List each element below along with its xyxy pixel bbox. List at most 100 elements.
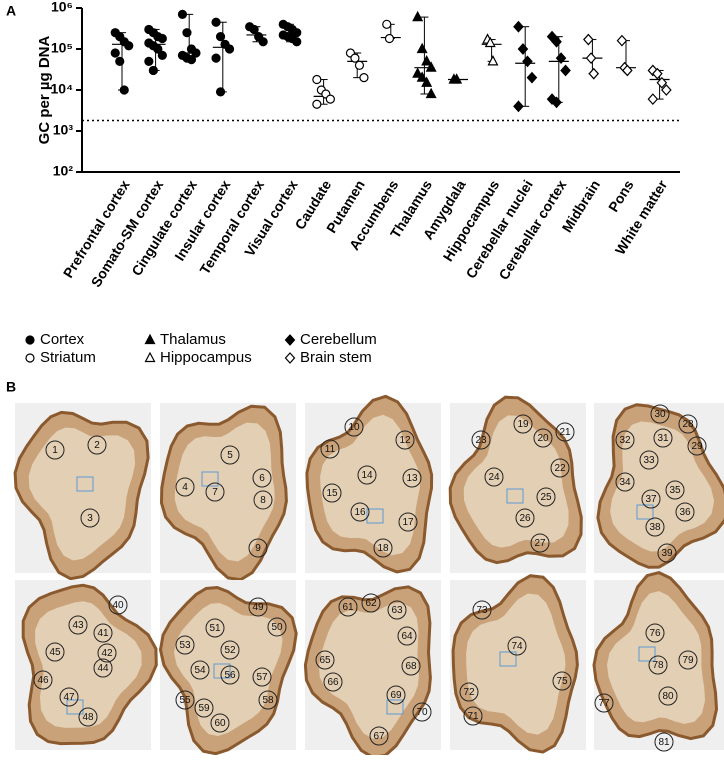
legend-marker bbox=[25, 353, 35, 363]
data-point bbox=[661, 84, 672, 96]
region-circle bbox=[536, 487, 556, 507]
data-point bbox=[551, 35, 562, 48]
data-point bbox=[451, 73, 463, 84]
region-label: 47 bbox=[63, 692, 75, 703]
sample-box bbox=[76, 476, 94, 492]
data-point bbox=[153, 44, 163, 54]
region-label: 3 bbox=[87, 513, 93, 524]
data-point bbox=[412, 10, 424, 22]
region-label: 45 bbox=[49, 647, 61, 658]
region-circle bbox=[357, 465, 377, 485]
region-label: 58 bbox=[262, 695, 274, 706]
region-label: 48 bbox=[82, 712, 94, 723]
region-circle bbox=[472, 600, 492, 620]
region-label: 11 bbox=[325, 444, 336, 455]
region-circle bbox=[507, 636, 527, 656]
data-point bbox=[148, 65, 158, 76]
region-label: 30 bbox=[654, 409, 666, 420]
region-circle bbox=[190, 660, 210, 680]
region-circle bbox=[687, 436, 707, 456]
region-label: 61 bbox=[342, 602, 354, 613]
y-tick-label: 10⁴ bbox=[51, 81, 74, 97]
region-circle bbox=[68, 615, 88, 635]
region-label: 28 bbox=[682, 419, 694, 430]
legend-marker bbox=[284, 334, 296, 346]
region-label: 57 bbox=[256, 672, 268, 683]
region-circle bbox=[248, 538, 268, 558]
region-circle bbox=[369, 726, 389, 746]
region-circle bbox=[220, 640, 240, 660]
region-label: 62 bbox=[365, 598, 377, 609]
y-axis-title: GC per µg DNA bbox=[36, 36, 53, 145]
region-label: 12 bbox=[399, 435, 411, 446]
region-circle bbox=[515, 508, 535, 528]
data-point bbox=[384, 33, 395, 44]
region-circle bbox=[387, 600, 407, 620]
region-circle bbox=[252, 468, 272, 488]
region-circle bbox=[108, 595, 128, 615]
region-label: 56 bbox=[224, 670, 236, 681]
legend-label: Striatum bbox=[40, 349, 96, 366]
sample-box bbox=[201, 471, 219, 487]
region-label: 41 bbox=[97, 628, 109, 639]
region-circle bbox=[395, 430, 415, 450]
region-circle bbox=[653, 428, 673, 448]
region-label: 14 bbox=[361, 470, 373, 481]
region-label: 37 bbox=[645, 494, 657, 505]
data-point bbox=[292, 37, 302, 47]
data-point bbox=[647, 93, 659, 105]
legend-label: Cerebellum bbox=[300, 331, 377, 348]
region-circle bbox=[402, 468, 422, 488]
data-point bbox=[182, 28, 192, 38]
data-point bbox=[177, 9, 188, 19]
slice-interior bbox=[610, 421, 715, 552]
legend-marker bbox=[284, 352, 296, 364]
region-circle bbox=[315, 650, 335, 670]
region-label: 70 bbox=[416, 707, 428, 718]
region-circle bbox=[459, 682, 479, 702]
region-circle bbox=[210, 713, 230, 733]
region-label: 19 bbox=[517, 419, 529, 430]
sample-box bbox=[499, 651, 517, 667]
legend-label: Cortex bbox=[40, 331, 85, 348]
legend-marker bbox=[144, 351, 156, 363]
region-circle bbox=[205, 482, 225, 502]
data-point bbox=[157, 33, 167, 44]
region-circle bbox=[484, 467, 504, 487]
data-point bbox=[513, 100, 524, 113]
region-label: 9 bbox=[255, 543, 261, 554]
slice-interior bbox=[174, 603, 283, 736]
data-point bbox=[588, 67, 600, 80]
region-label: 46 bbox=[37, 675, 49, 686]
slice-interior bbox=[35, 601, 142, 728]
region-circle bbox=[552, 671, 572, 691]
region-circle bbox=[678, 414, 698, 434]
x-tick-label: Pons bbox=[605, 177, 637, 215]
data-point bbox=[425, 87, 437, 99]
region-label: 16 bbox=[354, 507, 366, 518]
data-point bbox=[110, 48, 120, 58]
region-circle bbox=[645, 517, 665, 537]
region-label: 20 bbox=[537, 433, 549, 444]
data-point bbox=[215, 87, 226, 97]
region-circle bbox=[654, 732, 674, 752]
region-circle bbox=[648, 655, 668, 675]
y-tick-label: 10² bbox=[53, 163, 74, 179]
region-circle bbox=[220, 665, 240, 685]
region-label: 53 bbox=[179, 640, 191, 651]
data-point bbox=[652, 67, 663, 80]
data-point bbox=[622, 64, 633, 77]
region-circle bbox=[533, 428, 553, 448]
legend-marker bbox=[144, 333, 156, 345]
slice-interior bbox=[607, 591, 705, 724]
region-label: 54 bbox=[194, 665, 206, 676]
data-point bbox=[560, 64, 571, 77]
data-point bbox=[416, 42, 428, 54]
region-label: 22 bbox=[554, 463, 566, 474]
region-circle bbox=[471, 430, 491, 450]
region-label: 21 bbox=[559, 427, 571, 438]
panel-label: A bbox=[6, 3, 16, 19]
region-circle bbox=[45, 642, 65, 662]
region-circle bbox=[657, 543, 677, 563]
